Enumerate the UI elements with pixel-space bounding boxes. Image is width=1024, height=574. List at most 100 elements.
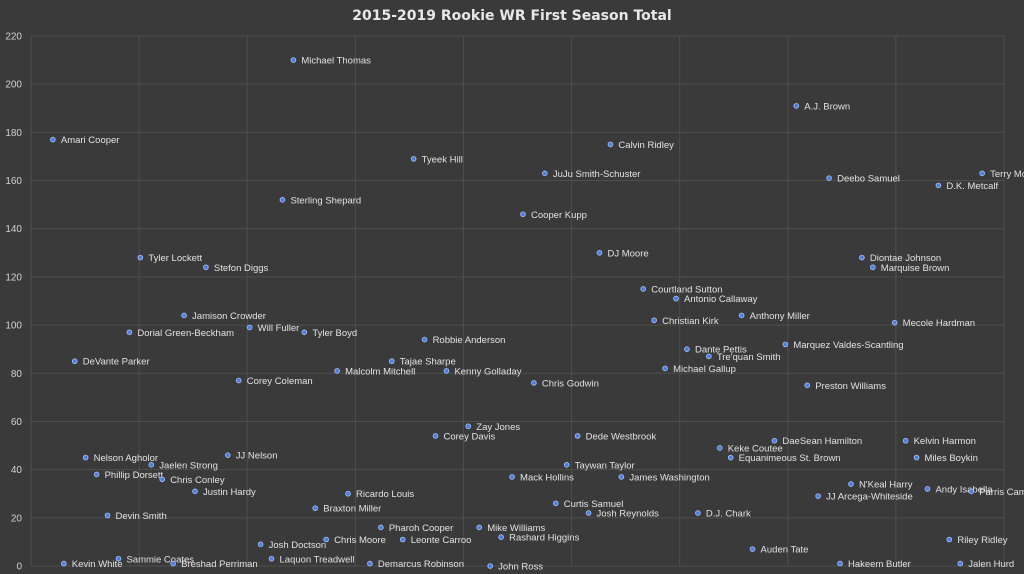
data-point [618,474,625,480]
data-label: Braxton Miller [323,504,381,515]
data-point [913,454,920,461]
data-label: Cooper Kupp [531,210,587,221]
data-point [301,329,308,336]
data-label: Corey Davis [444,431,496,442]
y-tick-label: 40 [11,465,23,476]
data-point [924,486,931,492]
data-point [323,536,329,543]
data-label: Antonio Callaway [684,294,758,305]
data-label: Riley Ridley [957,535,1007,546]
data-point [159,476,165,483]
data-point [235,377,242,384]
data-point [192,488,198,495]
data-point [126,329,133,336]
data-point [968,488,975,495]
data-point [607,141,614,148]
data-label: Laquon Treadwell [280,554,355,565]
data-point [815,493,821,499]
data-point [410,156,417,162]
data-point [257,541,264,548]
data-point [673,295,679,302]
data-label: Chris Conley [170,475,225,486]
data-point [104,512,111,519]
data-label: Mack Hollins [520,472,574,483]
data-label: Chris Moore [334,535,386,546]
y-tick-label: 20 [11,513,23,524]
data-label: Devin Smith [116,511,167,522]
data-label: Curtis Samuel [564,499,624,510]
data-label: D.J. Chark [706,509,751,520]
data-label: Anthony Miller [750,311,810,322]
data-label: Demarcus Robinson [378,559,464,570]
data-label: Jamison Crowder [192,311,266,322]
data-point [520,211,526,218]
chart-title: 2015-2019 Rookie WR First Season Total [352,8,671,24]
data-label: Equanimeous St. Brown [739,453,841,464]
data-label: Courtland Sutton [651,284,722,295]
data-point [749,546,756,552]
data-label: Malcolm Mitchell [345,366,415,377]
data-point [487,563,493,569]
data-point [902,437,909,444]
data-point [498,534,504,540]
data-point [268,555,275,562]
data-label: Tyler Boyd [312,328,357,339]
data-label: Andy Isabella [935,484,993,495]
data-point [476,524,483,531]
data-point [388,358,395,365]
data-point [859,254,865,261]
data-label: Hakeem Butler [848,559,911,570]
data-point [870,264,876,271]
data-point [651,317,657,324]
data-label: Mecole Hardman [903,318,975,329]
data-label: JJ Arcega-Whiteside [826,492,913,503]
data-point [552,500,559,507]
data-point [684,346,690,352]
data-point [279,197,286,203]
data-label: Tre'quan Smith [717,352,781,363]
data-point [60,560,67,567]
data-label: Dante Pettis [695,345,747,356]
data-point [82,454,89,461]
data-point [465,423,472,430]
y-tick-label: 80 [11,369,23,380]
data-label: Jaelen Strong [159,460,218,471]
data-label: Kevin White [72,559,123,570]
data-label: DeVante Parker [83,357,150,368]
data-label: Chris Godwin [542,378,599,389]
y-tick-label: 200 [5,80,22,91]
data-point [290,57,297,63]
data-label: Dorial Green-Beckham [137,328,234,339]
data-point [695,510,701,516]
data-point [170,560,176,567]
y-tick-label: 140 [5,224,22,235]
data-label: Tyler Lockett [148,253,202,264]
data-point [891,319,898,326]
data-point [979,170,985,177]
data-point [662,365,668,372]
data-point [148,462,155,468]
data-label: Ricardo Louis [356,489,414,500]
data-point [585,510,592,516]
data-point [563,462,570,468]
data-label: Robbie Anderson [433,335,506,346]
data-label: Deebo Samuel [837,174,900,185]
y-tick-label: 100 [5,321,22,332]
data-label: Marquise Brown [881,263,950,274]
data-label: N'Keal Harry [859,480,913,491]
data-point [640,286,647,292]
data-label: Tajae Sharpe [400,357,456,368]
data-label: Calvin Ridley [618,140,674,151]
data-point [93,471,100,478]
y-tick-label: 180 [5,128,22,139]
data-label: Mike Williams [487,523,545,534]
data-label: Pharoh Cooper [389,523,453,534]
data-label: JuJu Smith-Schuster [553,169,641,180]
data-point [946,536,953,543]
data-label: Justin Hardy [203,487,256,498]
data-point [935,182,942,189]
data-point [203,264,209,271]
data-label: Breshad Perriman [181,559,258,570]
data-point [837,560,843,567]
